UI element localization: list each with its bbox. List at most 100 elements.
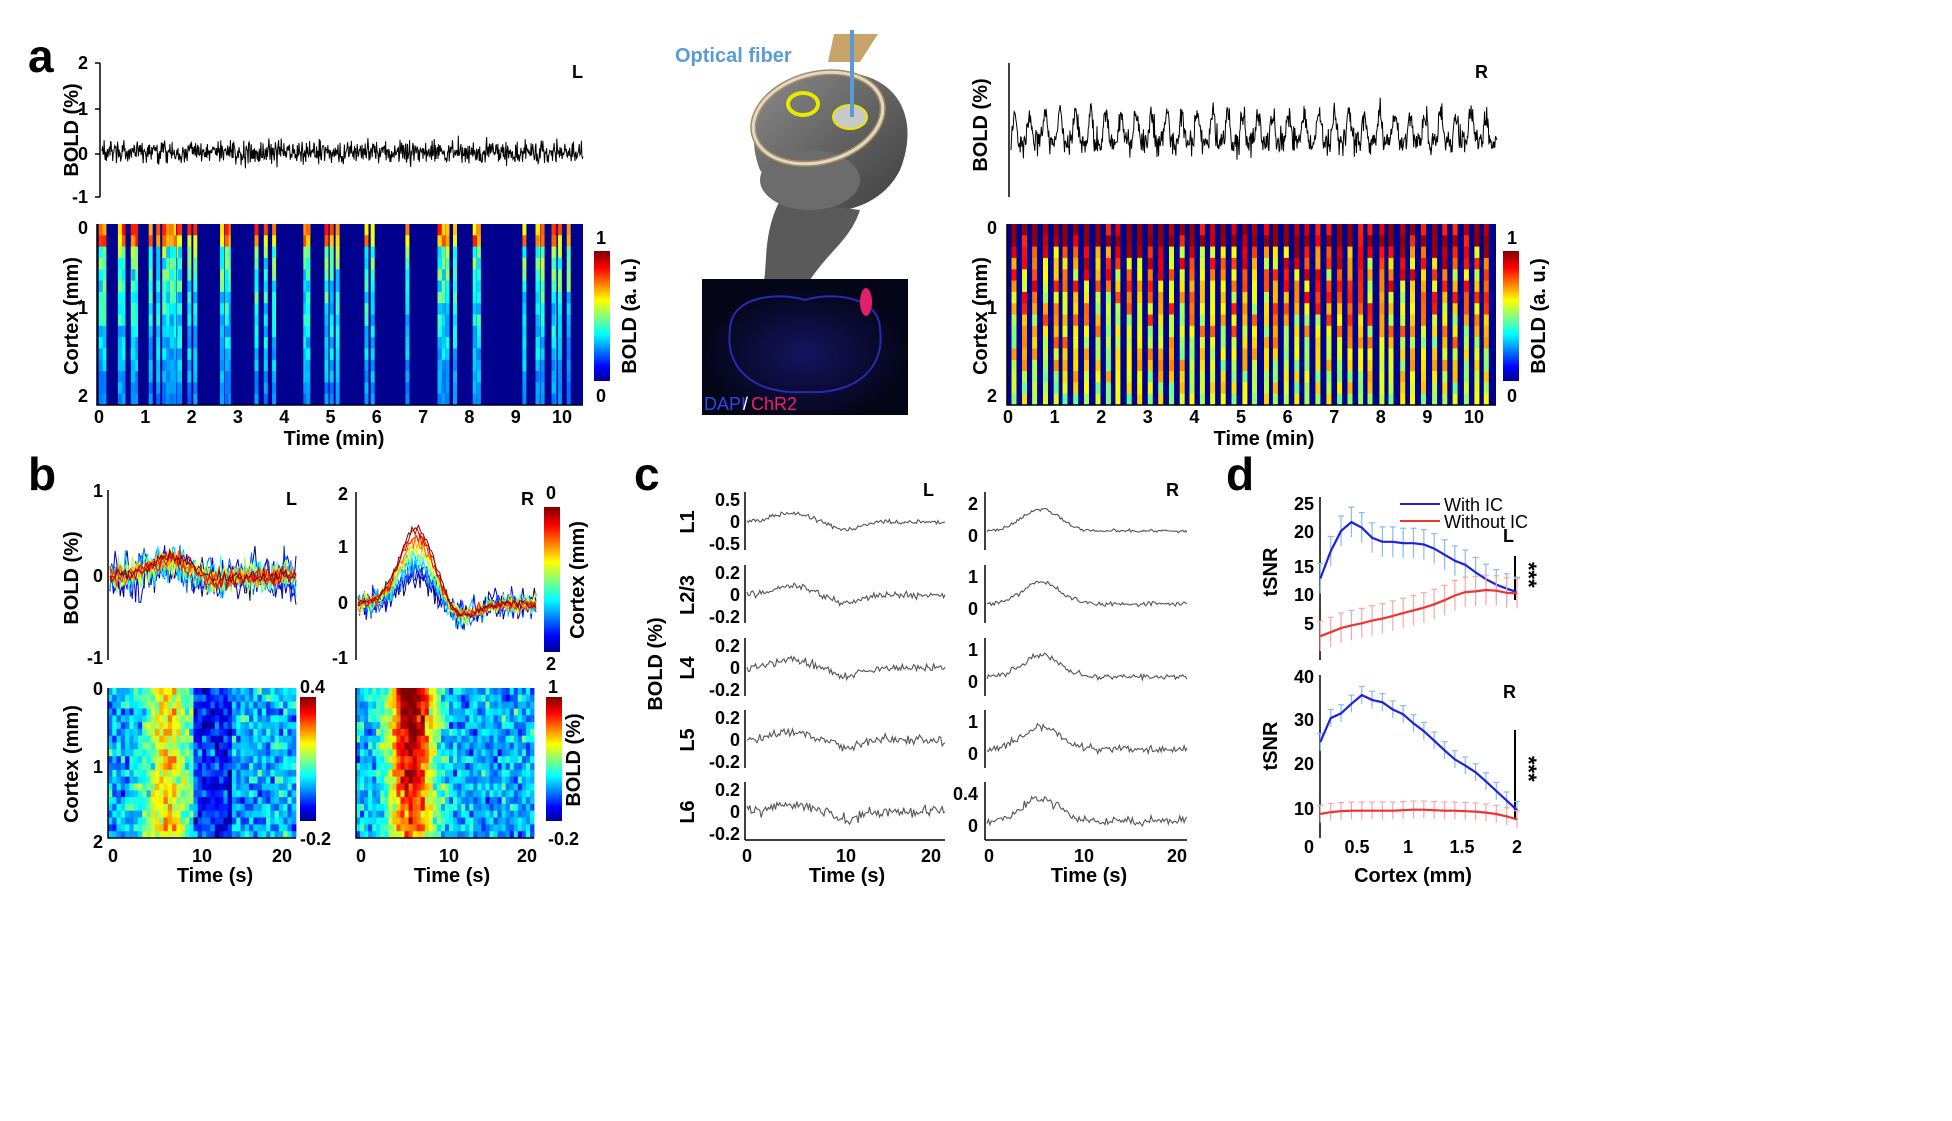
panel-c-left-tick: -0.5 xyxy=(709,534,740,554)
panel-c-left-time-tick: 20 xyxy=(921,846,941,866)
panel-a-left-time-tick: 8 xyxy=(464,407,474,427)
panel-c-left-tick: 0 xyxy=(730,802,740,822)
panel-a-right-colorbar-tick: 1 xyxy=(1507,228,1517,248)
panel-a-right-bold-ylabel: BOLD (%) xyxy=(970,78,992,171)
histology-dapi-label: DAPI xyxy=(704,394,746,414)
panel-c-layer-label: L1 xyxy=(677,510,699,533)
panel-c-left-layer-trace xyxy=(746,511,946,532)
panel-a-left-bold-tick: 0 xyxy=(78,144,88,164)
panel-a-right-time-tick: 7 xyxy=(1329,407,1339,427)
panel-b-left-time-tick: 0 xyxy=(108,846,118,866)
panel-a-right-trace-plot: BOLD (%) R xyxy=(970,62,1498,197)
panel-c-right-tick: 0 xyxy=(968,599,978,619)
panel-d-top-significance: *** xyxy=(1516,562,1541,588)
panel-b-line-colorbar-tick: 0 xyxy=(546,483,556,503)
panel-c-left-tag: L xyxy=(923,480,934,500)
panel-d-x-tick: 0 xyxy=(1304,837,1314,857)
panel-d-bottom-tick: 10 xyxy=(1294,799,1314,819)
panel-b-right-time-xlabel: Time (s) xyxy=(414,865,490,887)
panel-c-right-layer-trace xyxy=(986,795,1188,827)
panel-a-right-time-tick: 5 xyxy=(1236,407,1246,427)
panel-a-left-cortex-tick: 0 xyxy=(78,218,88,238)
panel-b-right-bold-tick: 1 xyxy=(338,537,348,557)
panel-c-right-tick: 2 xyxy=(968,494,978,514)
panel-c-left-tick: 0.2 xyxy=(715,708,740,728)
panel-a-left-colorbar xyxy=(594,251,610,381)
panel-b-left-heat-colorbar xyxy=(300,697,316,821)
panel-a-right-time-tick: 3 xyxy=(1143,407,1153,427)
panel-c-right-tag: R xyxy=(1166,480,1179,500)
histology-chr2-label: ChR2 xyxy=(751,394,797,414)
panel-a-left-time-tick: 1 xyxy=(140,407,150,427)
panel-c-left-layer-trace xyxy=(746,800,946,826)
panel-b-right-heat-colorbar-tick: -0.2 xyxy=(548,829,579,849)
panel-a-right-time-tick: 10 xyxy=(1464,407,1484,427)
panel-c-layer-label: L4 xyxy=(677,655,699,679)
depth-trace xyxy=(109,548,297,585)
panel-c-right-time-tick: 10 xyxy=(1074,846,1094,866)
panel-c-left-tick: 0 xyxy=(730,658,740,678)
panel-a-left-time-tick: 0 xyxy=(94,407,104,427)
panel-c-time-axis: 0 10 20 Time (s) 0 10 20 Time (s) xyxy=(742,846,1187,887)
panel-d-x-tick: 0.5 xyxy=(1344,837,1369,857)
panel-a-right-tag: R xyxy=(1475,62,1488,82)
panel-b-line-colorbar-tick: 2 xyxy=(546,654,556,674)
panel-c-left-tick: 0.2 xyxy=(715,636,740,656)
panel-a-left-bold-trace xyxy=(101,135,584,169)
panel-b-right-heat-colorbar xyxy=(546,697,562,821)
panel-c-layer-traces: L10.50-0.520L2/30.20-0.210L40.20-0.210L5… xyxy=(677,490,1188,844)
panel-c-left-tick: -0.2 xyxy=(709,752,740,772)
panel-a-right-time-tick: 1 xyxy=(1050,407,1060,427)
panel-b-left-heatmap: 0 1 2 Cortex (mm) 0.4 -0.2 0 10 20 Time … xyxy=(61,677,331,887)
panel-a-left-time-tick: 2 xyxy=(187,407,197,427)
panel-a-left-time-tick: 3 xyxy=(233,407,243,427)
panel-a-left-time-tick: 10 xyxy=(552,407,572,427)
depth-trace xyxy=(109,552,297,589)
panel-b-left-cortex-tick: 0 xyxy=(93,679,103,699)
panel-a-left-time-tick: 9 xyxy=(511,407,521,427)
panel-c-left-tick: -0.2 xyxy=(709,607,740,627)
tsnr-with-ic-line xyxy=(1319,693,1518,812)
panel-c-left-time-tick: 10 xyxy=(836,846,856,866)
panel-c-left-tick: 0.2 xyxy=(715,563,740,583)
panel-d-top-tick: 25 xyxy=(1294,494,1314,514)
panel-c-left-tick: 0.2 xyxy=(715,780,740,800)
panel-b-right-time-tick: 0 xyxy=(356,846,366,866)
tsnr-with-ic-line xyxy=(1319,520,1518,594)
panel-d-letter: d xyxy=(1226,448,1254,500)
panel-b-left-cortex-ylabel: Cortex (mm) xyxy=(61,705,83,823)
panel-a-right-time-tick: 2 xyxy=(1096,407,1106,427)
panel-c-layer-label: L6 xyxy=(677,800,699,823)
panel-b-line-colorbar xyxy=(544,507,560,652)
histology-image: DAPI / ChR2 xyxy=(702,279,908,415)
panel-d-bottom-tick: 20 xyxy=(1294,754,1314,774)
panel-a-left-bold-tick: 2 xyxy=(78,53,88,73)
panel-b-left-bold-tick: -1 xyxy=(87,648,103,668)
panel-a-left-bold-tick: 1 xyxy=(78,99,88,119)
panel-c-left-tick: 0 xyxy=(730,512,740,532)
panel-c-right-time-tick: 0 xyxy=(984,846,994,866)
panel-a-right-time-xlabel: Time (min) xyxy=(1214,428,1315,450)
panel-b-right-lines: 2 1 0 -1 R 0 2 Cortex (mm) xyxy=(332,483,589,674)
panel-b-left-time-xlabel: Time (s) xyxy=(177,865,253,887)
panel-c-right-layer-trace xyxy=(986,652,1188,682)
panel-a-left-colorbar-tick: 0 xyxy=(596,386,606,406)
panel-d-bottom-tick: 40 xyxy=(1294,667,1314,687)
panel-d-top-tick: 15 xyxy=(1294,557,1314,577)
panel-d-top-ylabel: tSNR xyxy=(1260,547,1282,596)
panel-b-left-heat-colorbar-tick: 0.4 xyxy=(300,677,325,697)
panel-d-bottom-tick: 30 xyxy=(1294,710,1314,730)
depth-trace xyxy=(357,524,537,619)
panel-d-tsnr-plots: 25 20 15 10 5 40 30 20 10 tSNR tSNR L R … xyxy=(1260,494,1541,887)
panel-d-x-tick: 2 xyxy=(1512,837,1522,857)
panel-c-left-time-tick: 0 xyxy=(742,846,752,866)
panel-b-right-heatmap: 1 -0.2 BOLD (%) 0 10 20 Time (s) xyxy=(355,677,585,887)
panel-c-right-layer-trace xyxy=(986,580,1188,608)
panel-a-left-time-tick: 7 xyxy=(418,407,428,427)
histology-separator: / xyxy=(743,394,748,414)
panel-a-right-colorbar-tick: 0 xyxy=(1507,386,1517,406)
panel-a-left-colorbar-label: BOLD (a. u.) xyxy=(619,258,641,374)
panel-b-right-bold-tick: 0 xyxy=(338,593,348,613)
panel-a-right-time-tick: 9 xyxy=(1422,407,1432,427)
